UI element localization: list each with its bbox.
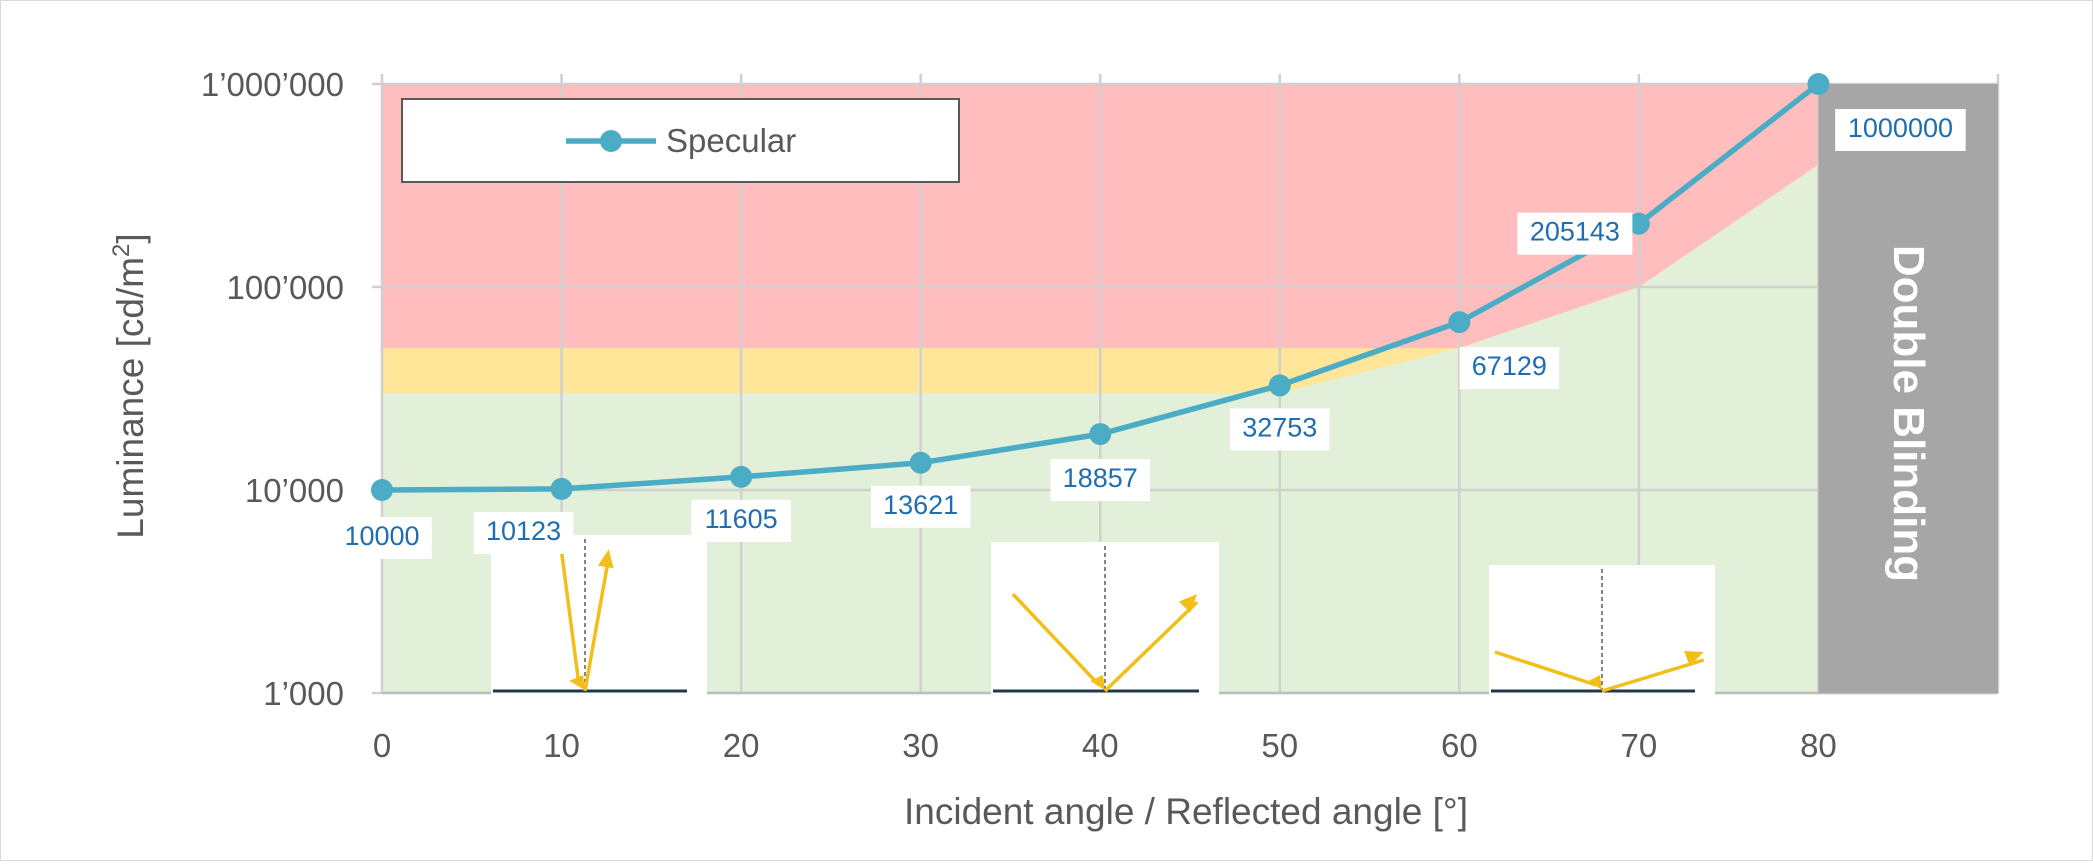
data-point xyxy=(371,479,393,501)
y-tick-label: 100’000 xyxy=(227,269,344,306)
data-label-bg xyxy=(473,511,574,554)
inset-near-normal xyxy=(491,535,707,695)
data-label-bg xyxy=(1835,109,1966,151)
y-axis-label-main: Luminance [cd/m xyxy=(110,257,151,539)
legend-box xyxy=(401,98,960,183)
reflected-arrowhead xyxy=(1178,594,1198,613)
y-tick-label: 1’000’000 xyxy=(201,66,344,103)
data-label: 205143 xyxy=(1530,217,1620,247)
legend-label: Specular xyxy=(666,122,796,159)
y-tick-label: 10’000 xyxy=(245,472,344,509)
incident-arrowhead xyxy=(1588,675,1602,690)
y-tick-label: 1’000 xyxy=(263,675,344,712)
data-label: 10000 xyxy=(344,521,419,551)
data-label: 13621 xyxy=(883,490,958,520)
inset-grazing xyxy=(1489,565,1715,695)
data-label-bg xyxy=(1459,347,1560,390)
data-point xyxy=(1268,374,1291,397)
x-tick-label: 20 xyxy=(723,727,760,764)
data-label: 1000000 xyxy=(1848,113,1953,143)
x-tick-label: 80 xyxy=(1800,727,1837,764)
inset-medium xyxy=(991,542,1219,695)
data-label: 18857 xyxy=(1063,463,1138,493)
x-tick-label: 30 xyxy=(902,727,939,764)
reflected-ray xyxy=(1103,600,1199,693)
data-label-bg xyxy=(1230,408,1330,451)
data-labels-layer: 10000 10123 11605 13621 18857 32753 67129 20514… xyxy=(332,109,1966,559)
data-point xyxy=(550,477,573,500)
y-axis-label-end: ] xyxy=(110,233,151,243)
double-blinding-box xyxy=(1818,84,1998,693)
x-tick-label: 70 xyxy=(1621,727,1658,764)
x-tick-label: 40 xyxy=(1082,727,1119,764)
data-label-bg xyxy=(870,485,971,528)
data-point xyxy=(1448,311,1471,334)
axis-titles: Incident angle / Reflected angle [°] Lum… xyxy=(108,233,1468,832)
series-layer xyxy=(371,73,1830,501)
data-point xyxy=(909,451,932,474)
double-blinding-region: Double Blinding xyxy=(1818,84,1998,693)
data-label: 32753 xyxy=(1242,412,1317,442)
data-label-bg xyxy=(1050,459,1150,502)
x-tick-label: 10 xyxy=(543,727,580,764)
tick-labels-layer: 0 10 20 30 40 50 60 70 80 1’000 10’000 100’000 1’000… xyxy=(201,66,1837,764)
data-point xyxy=(1807,73,1830,95)
x-axis-label: Incident angle / Reflected angle [°] xyxy=(904,791,1468,832)
incident-arrowhead xyxy=(1090,675,1105,690)
data-label: 11605 xyxy=(705,504,778,534)
legend: Specular xyxy=(401,98,960,183)
y-axis-label: Luminance [cd/m2] xyxy=(108,233,151,538)
reflected-ray xyxy=(583,556,611,692)
legend-marker xyxy=(600,130,622,152)
x-tick-label: 0 xyxy=(373,727,391,764)
data-label-bg xyxy=(1517,212,1633,255)
reflected-ray xyxy=(1601,658,1705,693)
data-point xyxy=(1627,212,1650,235)
incident-ray xyxy=(1494,650,1597,687)
reflected-arrowhead xyxy=(1684,650,1704,666)
incident-arrowhead xyxy=(569,675,585,690)
double-blinding-label: Double Blinding xyxy=(1884,245,1933,582)
x-tick-label: 60 xyxy=(1441,727,1478,764)
data-point xyxy=(730,465,753,488)
data-label: 67129 xyxy=(1472,351,1547,381)
data-label-bg xyxy=(691,499,791,542)
x-tick-label: 50 xyxy=(1261,727,1298,764)
reflection-insets xyxy=(491,535,1715,695)
data-label-bg xyxy=(332,517,432,559)
incident-ray xyxy=(1011,592,1101,687)
y-axis-label-sup: 2 xyxy=(108,244,135,257)
data-label: 10123 xyxy=(486,516,561,546)
reflected-arrowhead xyxy=(597,549,614,569)
data-point xyxy=(1089,423,1112,446)
incident-ray xyxy=(559,548,581,686)
